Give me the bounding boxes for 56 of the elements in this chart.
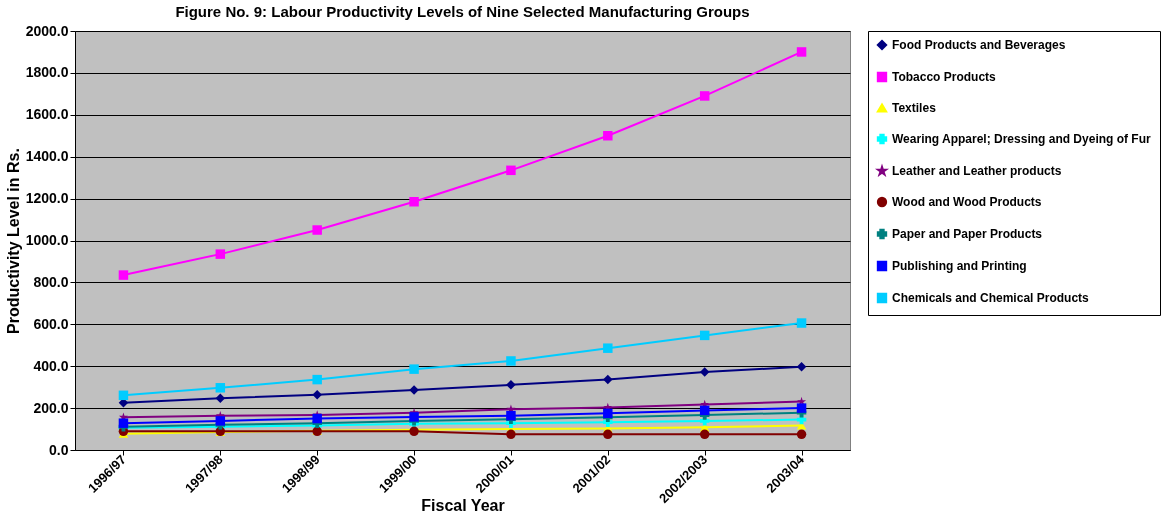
point: [312, 389, 322, 400]
point: [796, 47, 807, 57]
point: [506, 429, 516, 440]
point: [215, 416, 226, 426]
point: [796, 362, 807, 372]
point: [699, 405, 710, 416]
point: [506, 165, 516, 176]
legend-label: Wearing Apparel; Dressing and Dyeing of Fur: [892, 132, 1152, 146]
y-tick-label: 1600.0: [25, 106, 69, 123]
point: [312, 225, 322, 235]
point: [699, 367, 710, 377]
legend-label: Publishing and Printing: [892, 259, 1027, 273]
point: [796, 318, 807, 328]
point: [603, 408, 613, 419]
point: [409, 197, 419, 207]
legend-label: Leather and Leather products: [892, 164, 1062, 178]
point: [603, 131, 613, 141]
legend-label: Tobacco Products: [892, 70, 997, 84]
y-tick-label: 600.0: [33, 315, 69, 332]
point: [118, 418, 129, 428]
point: [603, 374, 613, 385]
point: [603, 343, 613, 353]
point: [699, 91, 710, 101]
legend-label: Textiles: [892, 101, 937, 115]
point: [699, 429, 710, 440]
x-axis-title: Fiscal Year: [421, 496, 505, 514]
point: [215, 383, 226, 393]
y-tick-label: 1800.0: [25, 64, 69, 81]
legend-label: Wood and Wood Products: [892, 195, 1042, 209]
point: [215, 393, 226, 403]
y-tick-label: 1000.0: [25, 232, 69, 248]
chart-title: Figure No. 9: Labour Productivity Levels of Nine Selected Manufacturing Groups: [175, 3, 750, 20]
point: [312, 374, 322, 385]
point: [506, 410, 516, 421]
y-tick-label: 200.0: [33, 399, 69, 416]
y-tick-label: 1400.0: [25, 148, 69, 165]
y-tick-label: 800.0: [33, 273, 69, 290]
point: [409, 412, 419, 422]
point: [506, 356, 516, 366]
point: [118, 270, 129, 280]
point: [699, 330, 710, 341]
point: [312, 413, 322, 424]
point: [796, 403, 807, 413]
y-tick-label: 400.0: [33, 357, 69, 374]
y-tick-label: 0.0: [49, 441, 69, 458]
y-tick-label: 1200.0: [25, 190, 69, 207]
legend-label: Food Products and Beverages: [892, 38, 1066, 52]
point: [603, 429, 613, 440]
legend-label: Chemicals and Chemical Products: [892, 291, 1090, 305]
point: [796, 429, 807, 440]
point: [215, 249, 226, 259]
point: [409, 364, 419, 374]
point: [118, 390, 129, 401]
legend-label: Paper and Paper Products: [892, 227, 1043, 241]
y-axis-title: Productivity Level in Rs.: [4, 148, 22, 334]
y-tick-label: 2000.0: [25, 22, 69, 39]
